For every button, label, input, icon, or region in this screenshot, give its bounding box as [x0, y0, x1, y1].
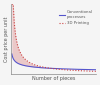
Legend: Conventional
processes, 3D Printing: Conventional processes, 3D Printing [59, 10, 94, 26]
Y-axis label: Cost price per unit: Cost price per unit [4, 17, 9, 62]
X-axis label: Number of pieces: Number of pieces [32, 76, 75, 81]
